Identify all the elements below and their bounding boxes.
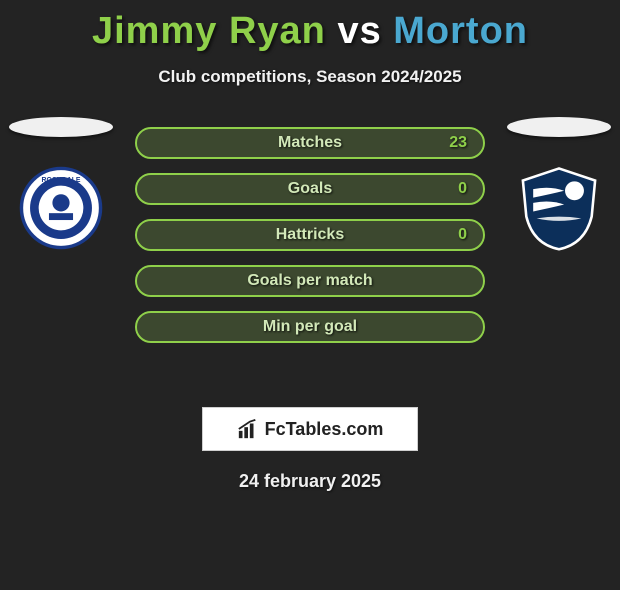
left-column: ROCHDALE — [6, 117, 116, 251]
stat-bar-label: Min per goal — [137, 313, 483, 341]
stat-bar-label: Hattricks — [137, 221, 483, 249]
title-vs: vs — [337, 10, 381, 52]
stat-bar-matches: Matches 23 — [135, 127, 485, 159]
stat-bar-label: Goals — [137, 175, 483, 203]
stat-bar-min-per-goal: Min per goal — [135, 311, 485, 343]
stat-bar-goals-per-match: Goals per match — [135, 265, 485, 297]
blank-badge-right — [507, 117, 611, 137]
right-column — [504, 117, 614, 251]
southend-crest-icon — [511, 165, 607, 251]
stat-bar-value: 0 — [458, 175, 467, 203]
title-player2: Morton — [393, 10, 528, 52]
page-title: Jimmy Ryan vs Morton — [0, 10, 620, 53]
stat-bar-label: Matches — [137, 129, 483, 157]
stat-bar-value: 0 — [458, 221, 467, 249]
title-player1: Jimmy Ryan — [92, 10, 326, 52]
stat-bar-value: 23 — [449, 129, 467, 157]
brand-box: FcTables.com — [202, 407, 418, 451]
stat-bar-hattricks: Hattricks 0 — [135, 219, 485, 251]
blank-badge-left — [9, 117, 113, 137]
stat-bar-label: Goals per match — [137, 267, 483, 295]
stat-bars: Matches 23 Goals 0 Hattricks 0 Goals per… — [135, 127, 485, 343]
brand-text: FcTables.com — [265, 419, 384, 440]
stat-bar-goals: Goals 0 — [135, 173, 485, 205]
svg-text:ROCHDALE: ROCHDALE — [42, 177, 81, 184]
rochdale-crest-icon: ROCHDALE — [13, 165, 109, 251]
subtitle: Club competitions, Season 2024/2025 — [0, 67, 620, 87]
bar-chart-icon — [237, 418, 259, 440]
date-text: 24 february 2025 — [0, 471, 620, 492]
comparison-content: ROCHDALE Matches 23 Goals 0 — [0, 127, 620, 387]
